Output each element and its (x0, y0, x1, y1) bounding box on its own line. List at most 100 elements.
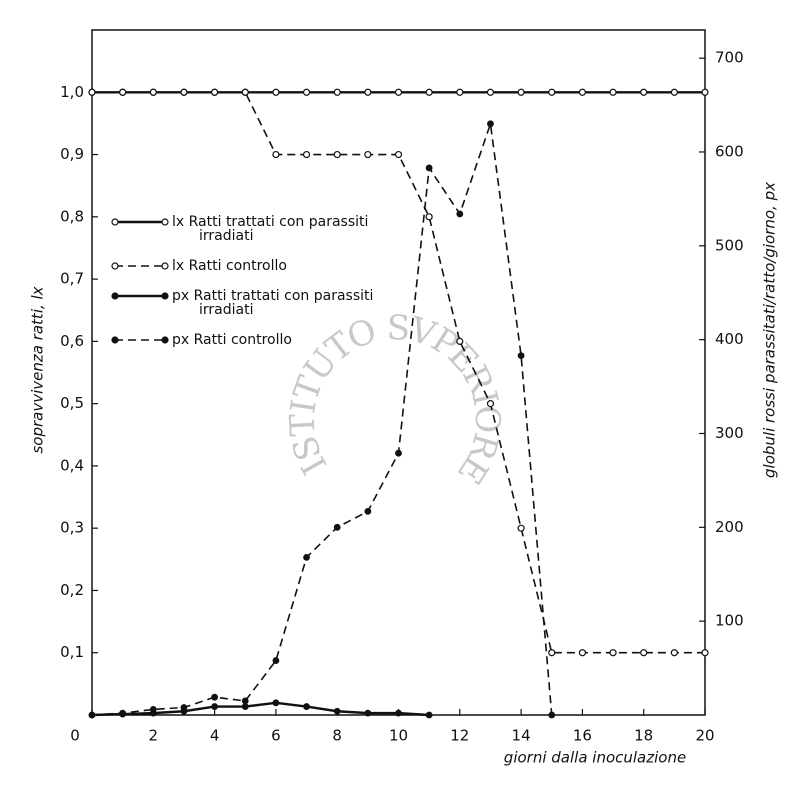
x-tick-label: 4 (210, 727, 220, 745)
y-tick-label: 0,4 (60, 456, 84, 474)
legend-label-line: lx Ratti trattati con parassiti (172, 214, 368, 230)
series-marker (364, 709, 372, 717)
series-line (91, 701, 430, 717)
series-line (92, 91, 705, 654)
legend-label: px Ratti controllo (172, 332, 292, 348)
x-tick-label: 18 (634, 727, 653, 745)
series-marker (303, 553, 310, 561)
series-marker (486, 88, 495, 96)
series-marker (425, 711, 433, 719)
legend-marker (161, 336, 169, 344)
plot-frame (91, 29, 706, 716)
series-marker (333, 88, 341, 96)
legend-label-line: irradiati (199, 228, 253, 244)
legend-entry: lx Ratti controllo (111, 258, 287, 274)
series-marker (609, 649, 617, 657)
legend-label: lx Ratti controllo (172, 258, 287, 274)
y-tick-label: 0,8 (60, 207, 84, 225)
series-marker (272, 699, 280, 707)
legend-entry: px Ratti controllo (111, 332, 292, 348)
series-marker (272, 88, 280, 96)
series-marker (609, 88, 617, 96)
x-tick-label: 16 (573, 727, 592, 745)
y-tick-label: 0,1 (60, 643, 84, 661)
series-marker (149, 705, 157, 713)
legend-marker (161, 262, 169, 270)
x-tick-label: 8 (332, 727, 342, 745)
series-marker (88, 88, 96, 96)
x-tick-label: 14 (512, 727, 531, 745)
y-tick-label: 1,0 (60, 83, 84, 101)
series-marker (364, 507, 372, 515)
series-marker (119, 709, 127, 717)
series-marker (486, 400, 495, 408)
y2-tick-label: 200 (715, 518, 744, 536)
series-marker (333, 523, 341, 531)
x-axis-label: giorni dalla inoculazione (504, 749, 686, 767)
y2-tick-label: 500 (715, 236, 744, 254)
series-marker (303, 703, 310, 710)
series-marker (394, 88, 403, 96)
y-tick-label: 0,6 (60, 332, 84, 350)
series-marker (333, 707, 341, 715)
series-marker (456, 337, 464, 345)
legend-marker (111, 336, 119, 344)
series-marker (425, 88, 433, 96)
series-marker (211, 693, 219, 701)
series-marker (640, 88, 648, 96)
legend-label: lx Ratti trattati con parassiti irradiati (172, 214, 368, 244)
legend-label: px Ratti trattati con parassiti irradiati (172, 288, 373, 318)
series-marker (517, 524, 525, 532)
series-marker (548, 649, 556, 657)
legend-marker (111, 292, 119, 300)
series-marker (364, 150, 372, 159)
series-marker (456, 210, 464, 218)
watermark: ISTITUTO SVPERIORE DI SANITA (0, 0, 507, 491)
series-marker (241, 703, 249, 710)
x-tick-label: 20 (695, 727, 714, 745)
legend-marker (111, 218, 119, 226)
y2-axis-label: globuli rossi parassitati/ratto/giorno, … (761, 182, 779, 478)
x-tick-label: 2 (149, 727, 159, 745)
series-marker (487, 120, 494, 128)
series-marker (517, 352, 525, 360)
series-marker (272, 150, 280, 159)
series-marker (119, 88, 127, 96)
y-tick-label: 0,7 (60, 270, 84, 288)
legend-marker (161, 218, 169, 226)
y2-tick-label: 400 (715, 330, 744, 348)
series-marker (180, 704, 188, 711)
y-tick-label: 0,2 (60, 581, 84, 599)
series-marker (548, 711, 556, 719)
series-marker (701, 649, 709, 657)
series-marker (88, 711, 96, 719)
series-marker (211, 703, 219, 710)
series-marker (333, 150, 341, 159)
y-tick-label: 0,5 (60, 394, 84, 412)
y2-tick-label: 600 (715, 142, 744, 160)
series-marker (241, 697, 249, 705)
legend-marker (161, 292, 169, 300)
series-marker (302, 150, 311, 159)
legend-entry: lx Ratti trattati con parassiti irradiati (111, 214, 368, 244)
x-tick-label: 0 (70, 727, 80, 745)
series-marker (701, 88, 709, 96)
series-marker (548, 88, 556, 96)
series-marker (364, 88, 372, 96)
series-marker (670, 649, 678, 657)
series-marker (640, 649, 648, 657)
series-marker (578, 88, 587, 96)
y-tick-label: 0,9 (60, 145, 84, 163)
y2-tick-label: 700 (715, 49, 744, 67)
series-marker (456, 88, 464, 96)
series-marker (670, 88, 678, 96)
x-tick-label: 12 (450, 727, 469, 745)
y-tick-label: 0,3 (60, 519, 84, 537)
legend-marker (111, 262, 119, 270)
series-marker (578, 649, 587, 657)
watermark-text: ISTITUTO SVPERIORE DI SANITA (0, 0, 507, 491)
series-marker (425, 213, 433, 221)
y2-tick-label: 100 (715, 612, 744, 630)
x-tick-label: 6 (271, 727, 281, 745)
series-marker (395, 709, 402, 717)
